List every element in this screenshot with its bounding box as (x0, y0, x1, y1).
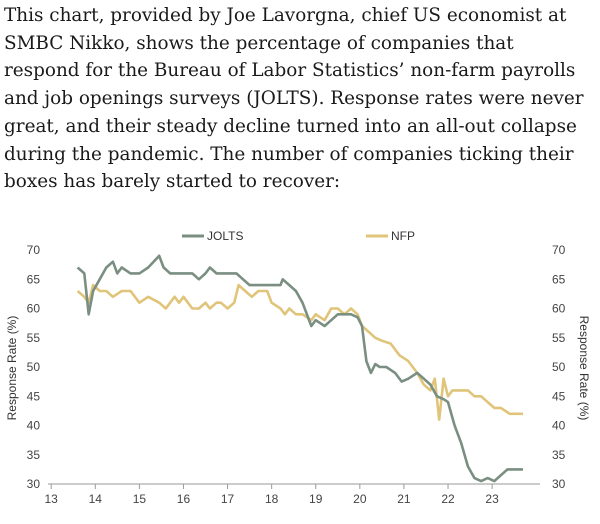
y-tick-label-right: 50 (552, 360, 566, 374)
y-tick-label-left: 55 (27, 331, 41, 345)
x-tick-label: 17 (221, 492, 235, 506)
x-ticks: 13 14 15 16 17 18 19 20 21 22 23 (45, 484, 499, 506)
y-tick-label-left: 60 (27, 302, 41, 316)
y-tick-label-left: 45 (27, 389, 41, 403)
y-axis-title-left: Response Rate (%) (5, 316, 19, 421)
plot-lines (76, 254, 523, 483)
x-tick-label: 13 (45, 492, 59, 506)
y-tick-label-right: 70 (552, 243, 566, 257)
y-tick-label-right: 60 (552, 302, 566, 316)
y-tick-label-right: 55 (552, 331, 566, 345)
x-tick-label: 18 (265, 492, 279, 506)
y-tick-label-left: 30 (27, 477, 41, 491)
x-tick-label: 14 (89, 492, 103, 506)
y-tick-label-left: 65 (27, 272, 41, 286)
y-tick-label-left: 35 (27, 448, 41, 462)
y-ticks-right: 30 35 40 45 50 55 60 65 70 (552, 243, 566, 491)
legend: JOLTS NFP (182, 229, 415, 243)
y-tick-label-left: 70 (27, 243, 41, 257)
legend-label-jolts: JOLTS (207, 229, 243, 243)
y-tick-label-right: 45 (552, 389, 566, 403)
y-axis-title-right: Response Rate (%) (577, 316, 591, 421)
x-tick-label: 19 (309, 492, 323, 506)
x-tick-label: 15 (133, 492, 147, 506)
series-line-nfp (76, 283, 523, 421)
article-paragraph: This chart, provided by Joe Lavorgna, ch… (4, 5, 584, 193)
y-tick-label-right: 65 (552, 272, 566, 286)
series-line-jolts (76, 254, 523, 483)
response-rate-chart: JOLTS NFP 30 35 40 45 50 55 60 65 70 30 35 40 45 50 5… (5, 229, 591, 506)
x-tick-label: 22 (441, 492, 455, 506)
x-tick-label: 16 (177, 492, 191, 506)
y-tick-label-right: 35 (552, 448, 566, 462)
x-tick-label: 23 (485, 492, 499, 506)
y-ticks-left: 30 35 40 45 50 55 60 65 70 (27, 243, 41, 491)
legend-label-nfp: NFP (391, 229, 415, 243)
x-tick-label: 21 (397, 492, 411, 506)
x-tick-label: 20 (353, 492, 367, 506)
y-tick-label-right: 40 (552, 419, 566, 433)
y-tick-label-left: 50 (27, 360, 41, 374)
y-tick-label-right: 30 (552, 477, 566, 491)
y-tick-label-left: 40 (27, 419, 41, 433)
